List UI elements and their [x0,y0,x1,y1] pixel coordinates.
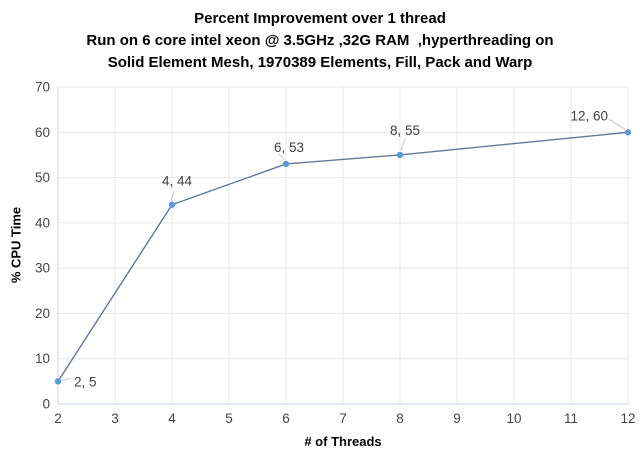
chart-title-line-2: Run on 6 core intel xeon @ 3.5GHz ,32G R… [86,32,554,49]
data-label-leader-line [170,190,175,201]
x-tick-label: 8 [396,411,404,426]
y-axis-title: % CPU Time [8,206,24,284]
x-tick-label: 9 [453,411,461,426]
y-tick-label: 10 [35,351,50,366]
data-point-label: 2, 5 [74,374,97,389]
x-tick-label: 3 [111,411,119,426]
x-tick-label: 10 [506,411,521,426]
data-label-leader-line [608,118,626,130]
data-point-marker [54,378,62,385]
x-tick-label: 7 [339,411,347,426]
data-point-label: 6, 53 [274,140,304,155]
y-tick-label: 50 [35,170,50,185]
chart-title: Percent Improvement over 1 thread Run on… [0,8,640,74]
x-tick-label: 5 [225,411,233,426]
x-axis-title: # of Threads [304,434,382,449]
x-tick-label: 6 [282,411,290,426]
data-point-marker [282,160,290,168]
data-point-marker [168,201,176,208]
x-tick-label: 11 [564,411,578,426]
x-tick-label: 12 [620,411,635,426]
chart-title-line-3: Solid Element Mesh, 1970389 Elements, Fi… [107,54,533,71]
data-point-label: 12, 60 [570,108,608,123]
data-point-label: 4, 44 [162,174,193,189]
data-point-marker [396,151,404,159]
data-point-label: 8, 55 [390,123,420,138]
y-tick-label: 20 [35,306,50,321]
chart-title-line-1: Percent Improvement over 1 thread [194,10,446,27]
data-label-leader-line [400,138,406,151]
y-tick-label: 0 [42,397,50,412]
data-point-marker [624,129,632,136]
x-tick-label: 2 [54,411,62,426]
y-tick-label: 30 [35,261,50,276]
data-label-leader-line [278,153,285,161]
y-tick-label: 70 [35,80,50,95]
data-label-leader-line [61,377,72,381]
y-tick-label: 60 [35,125,50,140]
y-tick-label: 40 [35,215,50,230]
x-tick-label: 4 [168,411,176,426]
